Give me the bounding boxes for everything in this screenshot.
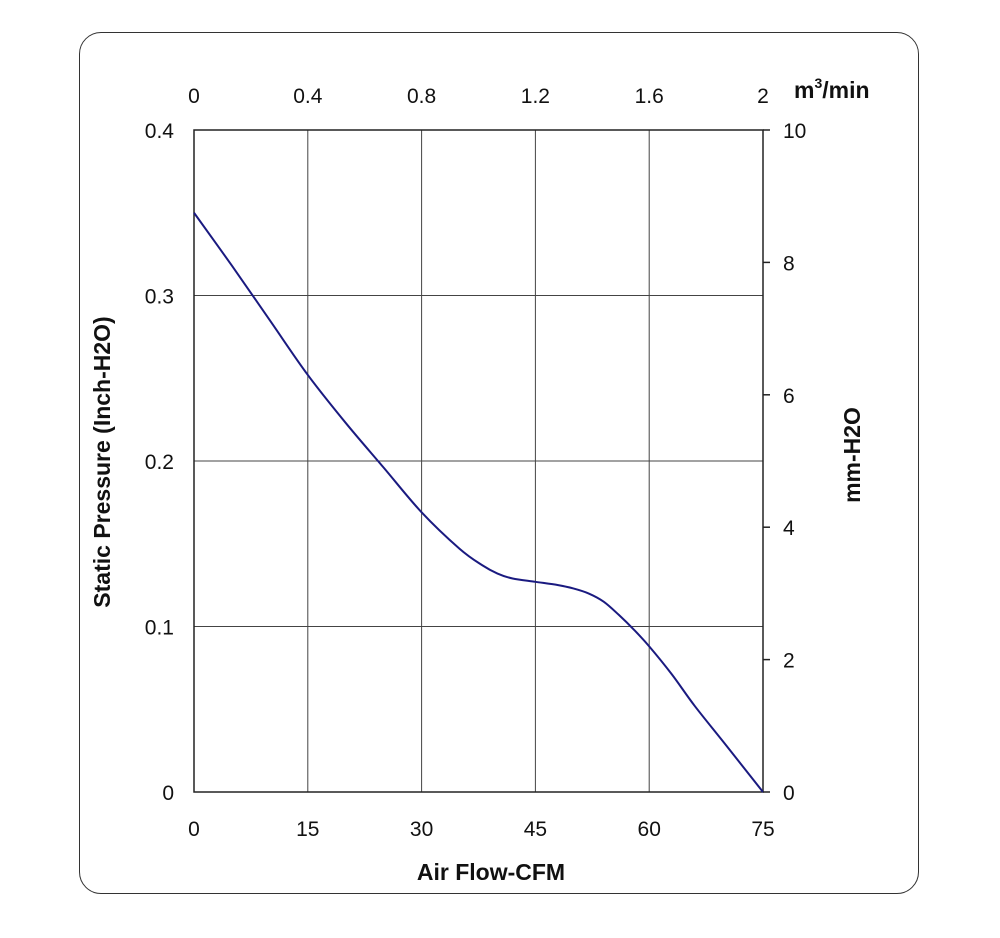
x-tick-label-4: 60 [638,818,661,841]
y2-tick-label-5: 10 [783,120,806,143]
x2-tick-label-3: 1.2 [521,85,550,108]
grid [193,129,764,793]
chart-frame [79,32,919,894]
y-tick-label-2: 0.2 [145,451,174,474]
x2-tick-label-5: 2 [757,85,769,108]
y-tick-label-4: 0.4 [145,120,175,143]
y-tick-label-1: 0.1 [145,617,174,640]
x2-axis-title: m3/min [794,75,870,103]
x2-axis-title-rest: /min [822,77,869,103]
x2-axis-title-base: m [794,77,814,103]
y2-tick-label-0: 0 [783,782,795,805]
y2-axis-title: mm-H2O [839,407,865,503]
x2-tick-label-1: 0.4 [293,85,323,108]
y2-tick-label-1: 2 [783,650,795,673]
y2-tick-label-3: 6 [783,385,795,408]
x-tick-label-2: 30 [410,818,433,841]
x2-tick-label-0: 0 [188,85,200,108]
y-tick-label-0: 0 [162,782,174,805]
x-tick-label-3: 45 [524,818,547,841]
x-tick-label-5: 75 [751,818,774,841]
tick-labels: 0 15 30 45 60 75 0 0.1 0.2 0.3 0.4 0 0.4 0.8 1.2 1.6 2 0 2… [145,85,807,841]
y2-tick-label-4: 8 [783,252,795,275]
x-tick-label-1: 15 [296,818,319,841]
x-tick-label-0: 0 [188,818,200,841]
x2-tick-label-2: 0.8 [407,85,436,108]
x2-axis-title-sup: 3 [814,75,822,91]
curve-layer [193,212,764,793]
x-axis-title: Air Flow-CFM [417,859,565,885]
x2-tick-label-4: 1.6 [635,85,664,108]
plot-area [193,129,764,793]
y-tick-label-3: 0.3 [145,286,174,309]
y-axis-title: Static Pressure (Inch-H2O) [89,316,115,607]
y2-tick-label-2: 4 [783,517,795,540]
series-line-0 [193,212,764,793]
